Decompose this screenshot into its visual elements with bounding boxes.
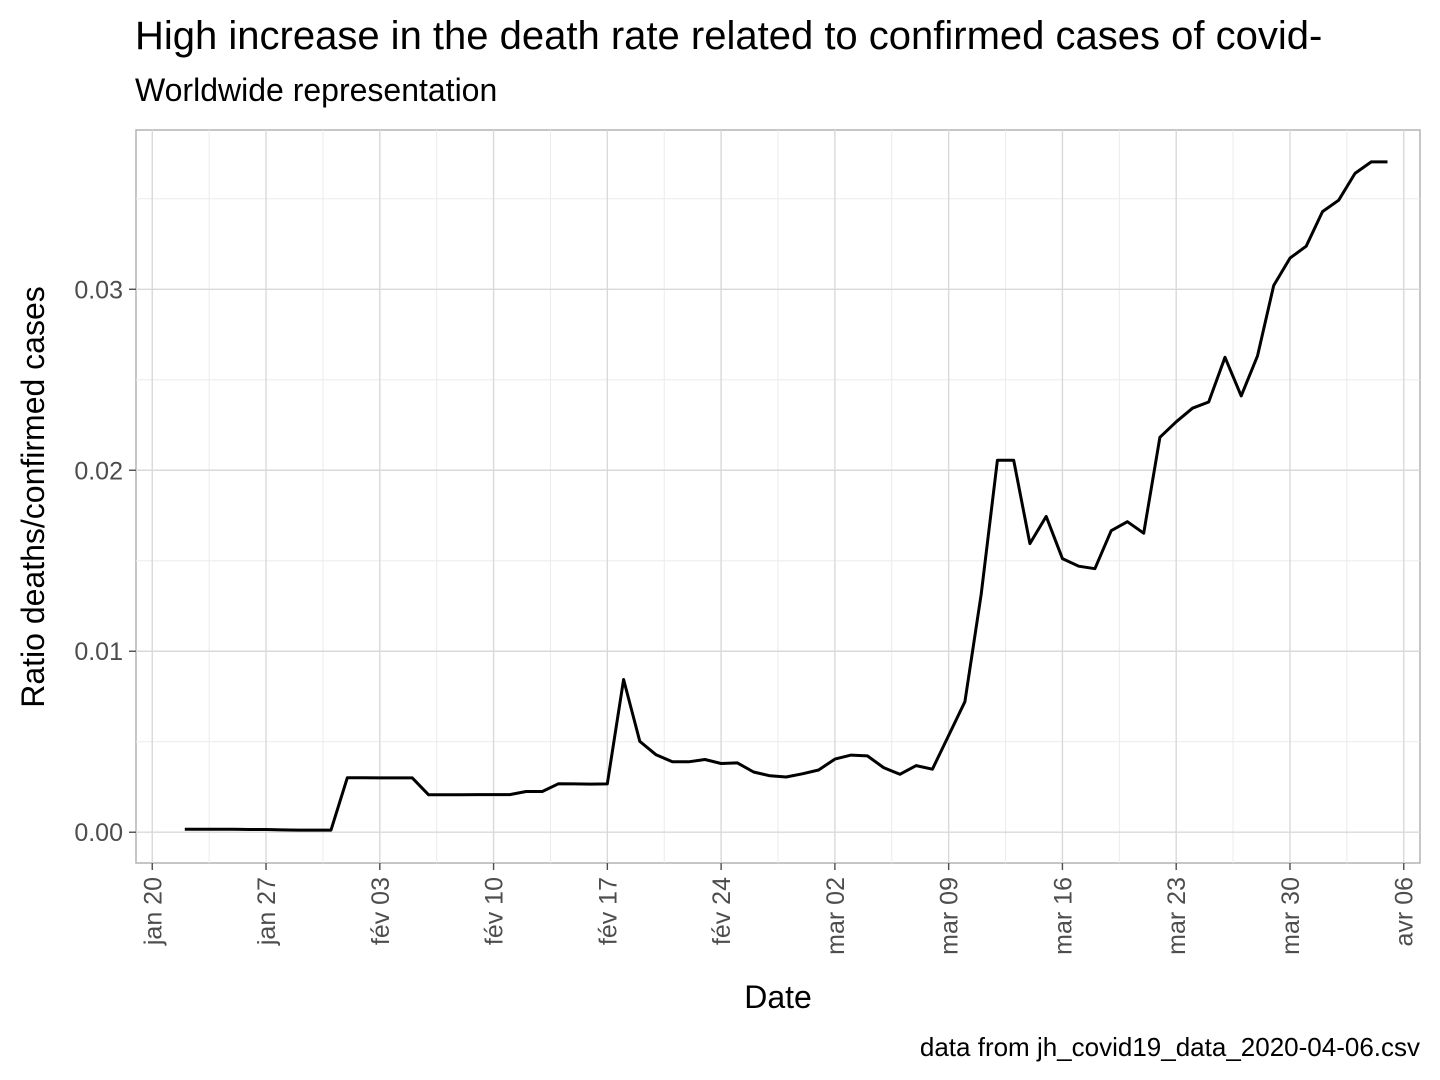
x-tick-label: mar 16 xyxy=(1049,877,1077,955)
x-tick-label: avr 06 xyxy=(1391,877,1419,946)
major-gridlines xyxy=(136,130,1420,863)
x-tick-label: fév 03 xyxy=(367,877,395,945)
y-tick-label: 0.00 xyxy=(74,819,123,847)
x-tick-label: mar 09 xyxy=(936,877,964,955)
series-layer xyxy=(184,160,1388,832)
x-tick-label: fév 10 xyxy=(481,877,509,945)
x-axis-title: Date xyxy=(744,979,812,1015)
chart-subtitle: Worldwide representation xyxy=(135,72,498,108)
x-tick-label: mar 30 xyxy=(1277,877,1305,955)
x-tick-label: jan 27 xyxy=(253,877,281,946)
y-axis: 0.00 0.01 0.02 0.03 xyxy=(74,276,136,847)
chart-caption: data from jh_covid19_data_2020-04-06.csv xyxy=(919,1032,1420,1062)
x-tick-label: fév 24 xyxy=(708,877,736,945)
minor-gridlines xyxy=(136,130,1420,863)
x-tick-label: mar 02 xyxy=(822,877,850,955)
y-tick-label: 0.03 xyxy=(74,276,123,304)
series-line xyxy=(184,160,1388,832)
x-tick-label: fév 17 xyxy=(594,877,622,945)
x-tick-label: jan 20 xyxy=(139,877,167,946)
y-axis-title: Ratio deaths/confirmed cases xyxy=(15,286,51,708)
y-tick-label: 0.01 xyxy=(74,638,123,666)
y-tick-label: 0.02 xyxy=(74,457,123,485)
x-axis: jan 20 jan 27 fév 03 fév 10 fév 17 fév 24 mar … xyxy=(139,863,1419,955)
x-tick-label: mar 23 xyxy=(1163,877,1191,955)
chart-title: High increase in the death rate related … xyxy=(135,14,1323,58)
